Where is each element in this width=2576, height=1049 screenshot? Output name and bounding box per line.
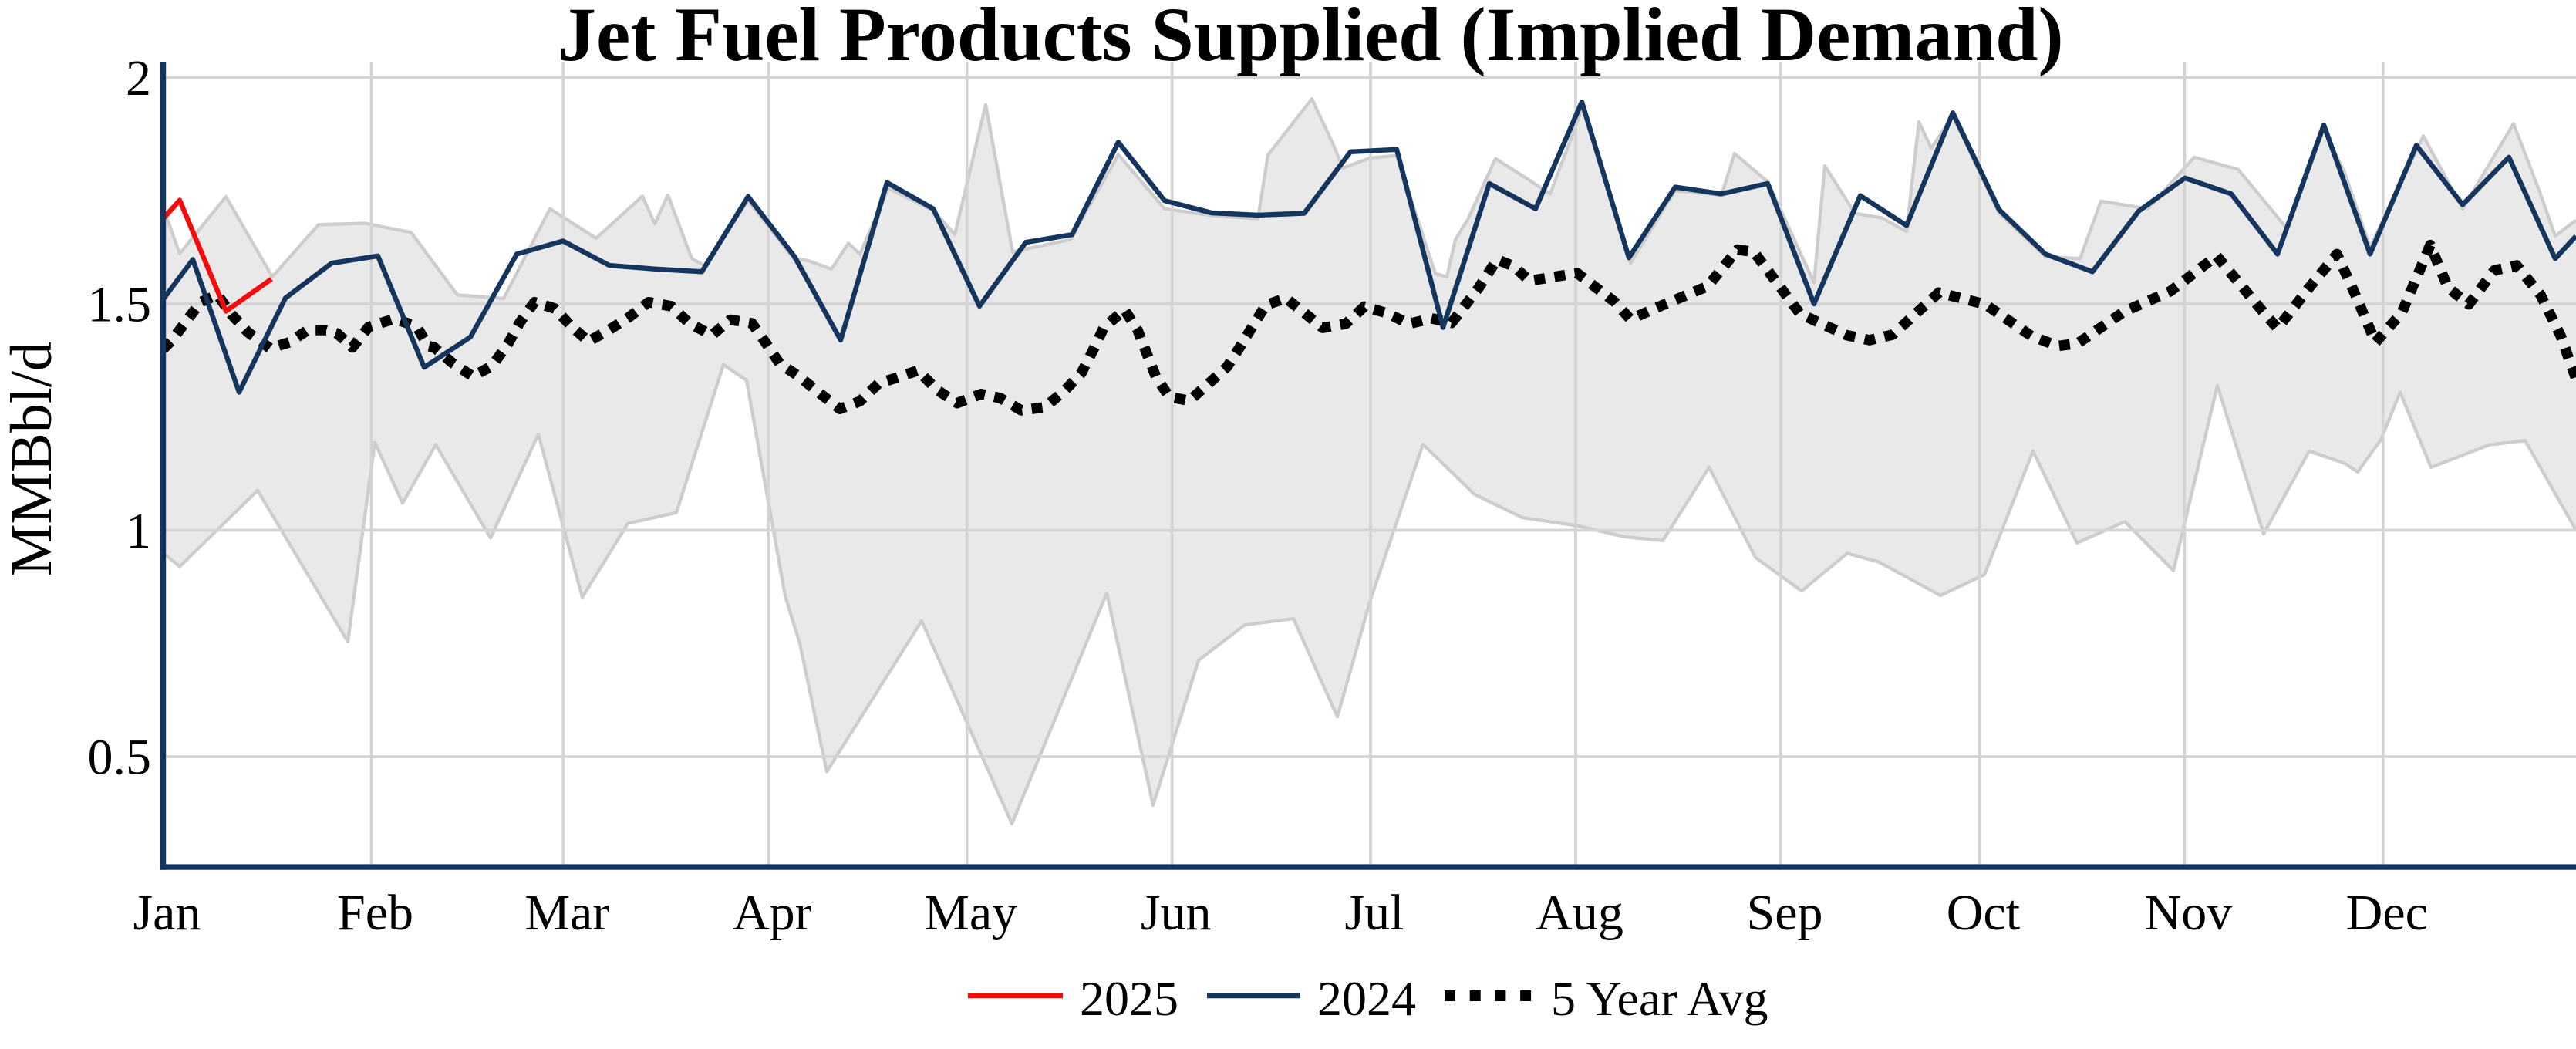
svg-text:Sep: Sep xyxy=(1747,885,1823,941)
svg-text:Oct: Oct xyxy=(1947,885,2020,941)
svg-text:Jet Fuel Products Supplied (Im: Jet Fuel Products Supplied (Implied Dema… xyxy=(558,0,2063,77)
svg-text:0.5: 0.5 xyxy=(88,730,152,786)
svg-text:Jan: Jan xyxy=(133,885,201,941)
svg-text:2024: 2024 xyxy=(1317,971,1416,1026)
svg-text:Mar: Mar xyxy=(524,885,609,941)
svg-text:1: 1 xyxy=(126,503,151,559)
svg-text:Jun: Jun xyxy=(1141,885,1212,941)
svg-text:Aug: Aug xyxy=(1536,885,1623,941)
svg-text:MMBbl/d: MMBbl/d xyxy=(0,342,64,576)
svg-text:5 Year Avg: 5 Year Avg xyxy=(1551,971,1768,1026)
svg-text:May: May xyxy=(924,885,1017,941)
svg-text:Jul: Jul xyxy=(1344,885,1404,941)
svg-text:1.5: 1.5 xyxy=(88,277,152,333)
svg-text:Apr: Apr xyxy=(733,885,812,941)
svg-text:2: 2 xyxy=(126,50,151,106)
svg-text:Dec: Dec xyxy=(2346,885,2428,941)
svg-text:Feb: Feb xyxy=(337,885,413,941)
svg-text:2025: 2025 xyxy=(1080,971,1178,1026)
svg-text:Nov: Nov xyxy=(2145,885,2233,941)
